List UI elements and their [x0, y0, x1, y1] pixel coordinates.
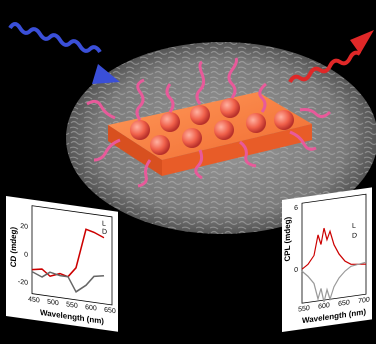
legend-entry: L [352, 222, 356, 230]
figure: 20 0 -20 450 500 550 600 650 Wavelength … [0, 0, 376, 344]
y-label: CD (mdeg) [9, 226, 18, 268]
y-tick: 6 [294, 205, 298, 213]
cd-inset: 20 0 -20 450 500 550 600 650 Wavelength … [6, 196, 118, 332]
legend-entry: D [102, 228, 107, 236]
y-tick: 0 [294, 267, 298, 275]
legend-entry: D [352, 232, 357, 240]
legend-entry: L [102, 220, 106, 228]
y-tick: 20 [20, 223, 28, 231]
y-tick: 0 [24, 251, 28, 259]
y-tick: -20 [18, 279, 28, 287]
page: 20 0 -20 450 500 550 600 650 Wavelength … [0, 0, 376, 344]
y-label: CPL (mdeg) [283, 216, 292, 262]
cpl-inset: 6 0 550 600 650 700 Wavelength (nm) CPL … [282, 187, 372, 332]
